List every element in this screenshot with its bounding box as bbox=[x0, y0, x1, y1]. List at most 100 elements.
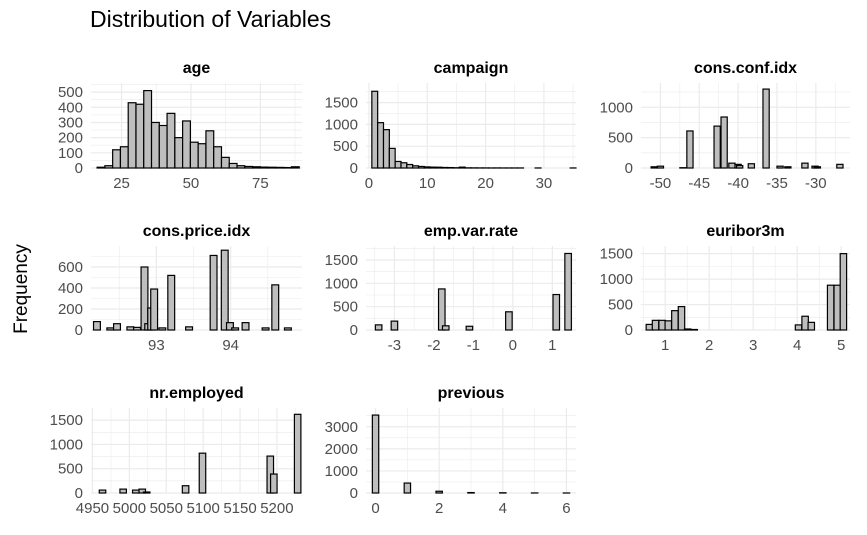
histogram-bar bbox=[377, 122, 385, 169]
histogram-bar bbox=[645, 323, 654, 331]
histogram-bar bbox=[112, 323, 122, 331]
histogram-bar bbox=[505, 311, 513, 331]
y-tick-label: 1000 bbox=[600, 99, 633, 116]
y-tick-label: 600 bbox=[58, 259, 83, 276]
histogram-bar bbox=[747, 163, 756, 169]
x-tick-label: -1 bbox=[467, 337, 480, 354]
histogram-bar bbox=[441, 325, 450, 331]
histogram-bar bbox=[167, 274, 176, 331]
x-tick-label: 5100 bbox=[186, 500, 219, 517]
histogram-bar bbox=[143, 89, 153, 169]
histogram-bar bbox=[656, 165, 665, 169]
x-tick-label: 20 bbox=[477, 175, 494, 192]
histogram-bar bbox=[807, 321, 816, 331]
x-tick-label: -30 bbox=[805, 175, 827, 192]
histogram-bar bbox=[713, 125, 721, 169]
y-tick-label: 2000 bbox=[325, 441, 358, 458]
x-tick-label: 10 bbox=[419, 175, 436, 192]
x-tick-label: 0 bbox=[509, 337, 517, 354]
y-tick-label: 400 bbox=[58, 280, 83, 297]
x-tick-label: -45 bbox=[688, 175, 710, 192]
histogram-bar bbox=[826, 284, 835, 331]
histogram-bar bbox=[406, 163, 414, 169]
histogram-bar bbox=[174, 137, 184, 169]
histogram-bar bbox=[261, 327, 270, 331]
histogram-bar bbox=[241, 322, 250, 331]
y-tick-label: 0 bbox=[75, 160, 83, 177]
histogram-bar bbox=[735, 164, 744, 169]
histogram-bar bbox=[220, 249, 229, 331]
histogram-bar bbox=[182, 120, 191, 169]
histogram-bar bbox=[650, 166, 658, 169]
y-tick-label: 1500 bbox=[325, 95, 358, 112]
x-tick-label: 2 bbox=[705, 337, 713, 354]
x-tick-label: 30 bbox=[536, 175, 553, 192]
y-tick-label: 500 bbox=[608, 297, 633, 314]
y-tick-label: 500 bbox=[58, 84, 83, 101]
histogram-bar bbox=[131, 489, 140, 494]
x-tick-label: 5200 bbox=[260, 500, 293, 517]
panel-title: campaign bbox=[434, 60, 509, 77]
y-tick-label: 500 bbox=[58, 461, 83, 478]
y-tick-label: 1000 bbox=[325, 275, 358, 292]
histogram-bar bbox=[205, 130, 215, 169]
x-tick-label: 2 bbox=[435, 500, 443, 517]
histogram-bar bbox=[412, 165, 420, 169]
histogram-bar bbox=[236, 165, 246, 169]
histogram-bar bbox=[762, 88, 770, 169]
panel-previous: previous 0 2 4 6 0 1000 2000 3000 bbox=[325, 385, 576, 517]
histogram-bar bbox=[371, 90, 379, 169]
histogram-bar bbox=[686, 130, 694, 169]
histogram-bar bbox=[794, 324, 803, 331]
histogram-bar bbox=[209, 254, 218, 331]
x-tick-label: 1 bbox=[548, 337, 556, 354]
histogram-bar bbox=[776, 165, 784, 169]
histogram-bar bbox=[801, 162, 809, 169]
histogram-bar bbox=[651, 319, 660, 331]
histogram-bar bbox=[92, 321, 101, 331]
x-tick-label: 0 bbox=[371, 500, 379, 517]
histogram-bar bbox=[417, 165, 425, 169]
histogram-bar bbox=[231, 327, 240, 331]
histogram-bar bbox=[106, 327, 115, 331]
histogram-bar bbox=[126, 326, 135, 331]
panel-campaign: campaign 0 10 20 30 0 500 1000 1500 bbox=[325, 60, 577, 192]
histogram-bar bbox=[441, 166, 449, 169]
histogram-bar bbox=[390, 320, 399, 331]
y-tick-label: 0 bbox=[75, 322, 83, 339]
x-tick-label: -3 bbox=[388, 337, 401, 354]
histogram-bar bbox=[784, 166, 792, 169]
x-tick-label: 5150 bbox=[223, 500, 256, 517]
panel-title: emp.var.rate bbox=[424, 223, 518, 240]
y-tick-label: 300 bbox=[58, 114, 83, 131]
x-tick-label: -2 bbox=[427, 337, 440, 354]
x-tick-label: 6 bbox=[562, 500, 570, 517]
histogram-bar bbox=[671, 310, 679, 331]
panel-title: age bbox=[183, 60, 211, 77]
histogram-bar bbox=[104, 165, 114, 169]
histogram-bar bbox=[374, 324, 383, 331]
histogram-bar bbox=[158, 124, 168, 169]
y-tick-label: 0 bbox=[75, 485, 83, 502]
x-tick-label: 5 bbox=[837, 337, 845, 354]
x-tick-label: -40 bbox=[727, 175, 749, 192]
histogram-bar bbox=[283, 327, 292, 331]
y-tick-label: 0 bbox=[625, 160, 633, 177]
histogram-bar bbox=[465, 325, 474, 331]
x-tick-label: -35 bbox=[766, 175, 788, 192]
histogram-bar bbox=[690, 328, 699, 331]
y-tick-label: 0 bbox=[350, 322, 358, 339]
histogram-bar bbox=[135, 103, 145, 169]
x-tick-label: 50 bbox=[183, 175, 200, 192]
histogram-bar bbox=[564, 252, 572, 331]
histogram-bar bbox=[158, 327, 167, 331]
histogram-bar bbox=[127, 102, 137, 169]
histogram-bar bbox=[664, 320, 673, 331]
histogram-bar bbox=[133, 326, 142, 331]
y-tick-label: 400 bbox=[58, 99, 83, 116]
x-tick-label: 5000 bbox=[113, 500, 146, 517]
panel-euribor3m: euribor3m 1 2 3 4 5 0 500 1000 1500 bbox=[600, 223, 850, 354]
y-tick-label: 1000 bbox=[325, 463, 358, 480]
